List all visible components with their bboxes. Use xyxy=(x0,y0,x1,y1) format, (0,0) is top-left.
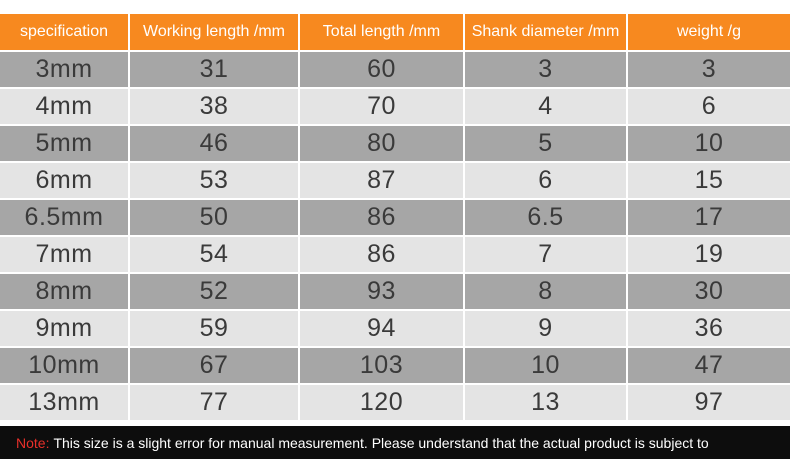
table-cell: 46 xyxy=(130,126,298,161)
table-cell: 8mm xyxy=(0,274,128,309)
table-cell: 4mm xyxy=(0,89,128,124)
table-cell: 94 xyxy=(300,311,463,346)
table-cell: 31 xyxy=(130,52,298,87)
note-text: This size is a slight error for manual m… xyxy=(53,434,709,451)
table-cell: 52 xyxy=(130,274,298,309)
header-cell: Shank diameter /mm xyxy=(465,14,626,50)
table-cell: 7mm xyxy=(0,237,128,272)
table-cell: 6mm xyxy=(0,163,128,198)
table-cell: 36 xyxy=(628,311,790,346)
table-cell: 59 xyxy=(130,311,298,346)
table-cell: 15 xyxy=(628,163,790,198)
table-cell: 4 xyxy=(465,89,626,124)
table-cell: 50 xyxy=(130,200,298,235)
table-cell: 93 xyxy=(300,274,463,309)
table-cell: 87 xyxy=(300,163,463,198)
table-cell: 6 xyxy=(628,89,790,124)
header-cell: Total length /mm xyxy=(300,14,463,50)
table-cell: 6.5 xyxy=(465,200,626,235)
table-cell: 6 xyxy=(465,163,626,198)
table-cell: 53 xyxy=(130,163,298,198)
table-cell: 86 xyxy=(300,237,463,272)
table-cell: 60 xyxy=(300,52,463,87)
table-cell: 3mm xyxy=(0,52,128,87)
table-cell: 86 xyxy=(300,200,463,235)
header-cell: specification xyxy=(0,14,128,50)
header-cell: Working length /mm xyxy=(130,14,298,50)
table-cell: 17 xyxy=(628,200,790,235)
table-cell: 9mm xyxy=(0,311,128,346)
table-cell: 70 xyxy=(300,89,463,124)
table-cell: 47 xyxy=(628,348,790,383)
table-cell: 30 xyxy=(628,274,790,309)
table-cell: 103 xyxy=(300,348,463,383)
table-cell: 67 xyxy=(130,348,298,383)
footer-note: Note: This size is a slight error for ma… xyxy=(0,426,790,459)
table-cell: 120 xyxy=(300,385,463,420)
table-cell: 3 xyxy=(465,52,626,87)
table-cell: 13 xyxy=(465,385,626,420)
spec-table: specification Working length /mm Total len… xyxy=(0,14,790,420)
table-cell: 6.5mm xyxy=(0,200,128,235)
table-cell: 10 xyxy=(628,126,790,161)
table-cell: 80 xyxy=(300,126,463,161)
table-cell: 3 xyxy=(628,52,790,87)
table-cell: 54 xyxy=(130,237,298,272)
table-cell: 38 xyxy=(130,89,298,124)
table-cell: 13mm xyxy=(0,385,128,420)
table-cell: 10 xyxy=(465,348,626,383)
header-cell: weight /g xyxy=(628,14,790,50)
table-cell: 8 xyxy=(465,274,626,309)
table-cell: 9 xyxy=(465,311,626,346)
table-cell: 10mm xyxy=(0,348,128,383)
table-cell: 19 xyxy=(628,237,790,272)
table-cell: 7 xyxy=(465,237,626,272)
table-cell: 5mm xyxy=(0,126,128,161)
table-cell: 97 xyxy=(628,385,790,420)
table-cell: 77 xyxy=(130,385,298,420)
note-label: Note: xyxy=(16,434,50,451)
table-cell: 5 xyxy=(465,126,626,161)
